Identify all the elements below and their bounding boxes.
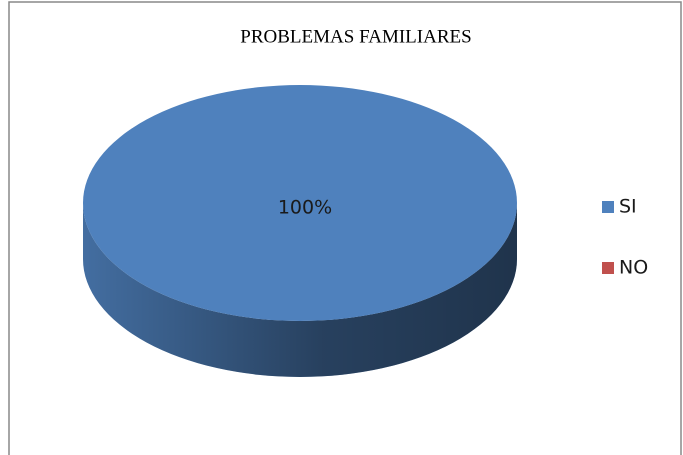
pie-side-shade	[83, 203, 517, 377]
legend-swatch	[602, 262, 614, 274]
legend-label: NO	[619, 257, 648, 279]
legend-swatch	[602, 201, 614, 213]
data-label: 100%	[278, 197, 332, 219]
chart-title: PROBLEMAS FAMILIARES	[240, 26, 471, 47]
legend-label: SI	[619, 196, 637, 218]
pie-slice	[83, 85, 517, 321]
